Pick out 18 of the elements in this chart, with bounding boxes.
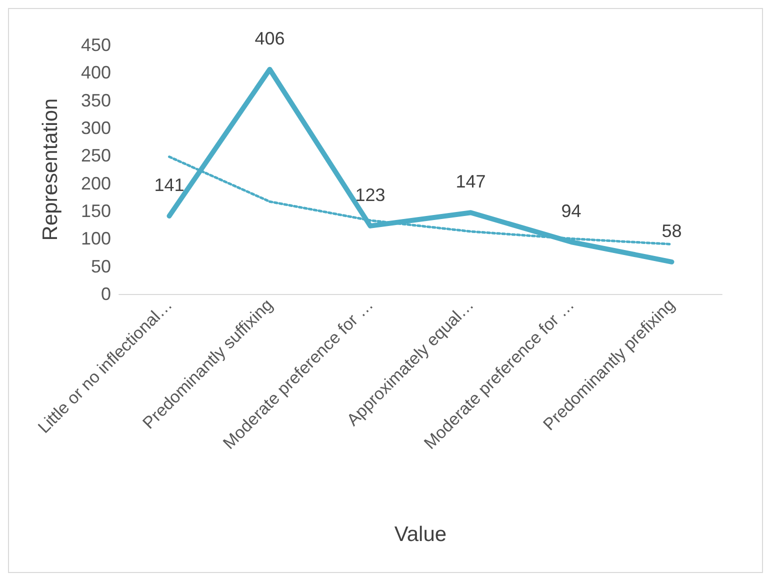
- y-tick-label: 400: [80, 62, 111, 83]
- data-label: 141: [154, 174, 184, 195]
- y-tick-label: 50: [90, 256, 111, 276]
- y-tick-label: 100: [80, 228, 111, 249]
- data-label: 147: [456, 172, 486, 192]
- data-label: 123: [355, 184, 386, 205]
- data-label: 94: [561, 200, 582, 221]
- data-label: 406: [254, 28, 285, 48]
- y-tick-label: 0: [100, 284, 111, 304]
- data-label: 58: [662, 220, 682, 241]
- y-tick-label: 350: [80, 90, 111, 110]
- x-axis-title: Value: [394, 523, 447, 546]
- y-tick-label: 250: [80, 146, 111, 166]
- y-axis-title: Representation: [39, 98, 62, 241]
- y-tick-label: 300: [80, 118, 111, 138]
- y-tick-label: 150: [80, 201, 111, 221]
- y-tick-label: 450: [80, 35, 111, 55]
- y-tick-label: 200: [80, 173, 111, 194]
